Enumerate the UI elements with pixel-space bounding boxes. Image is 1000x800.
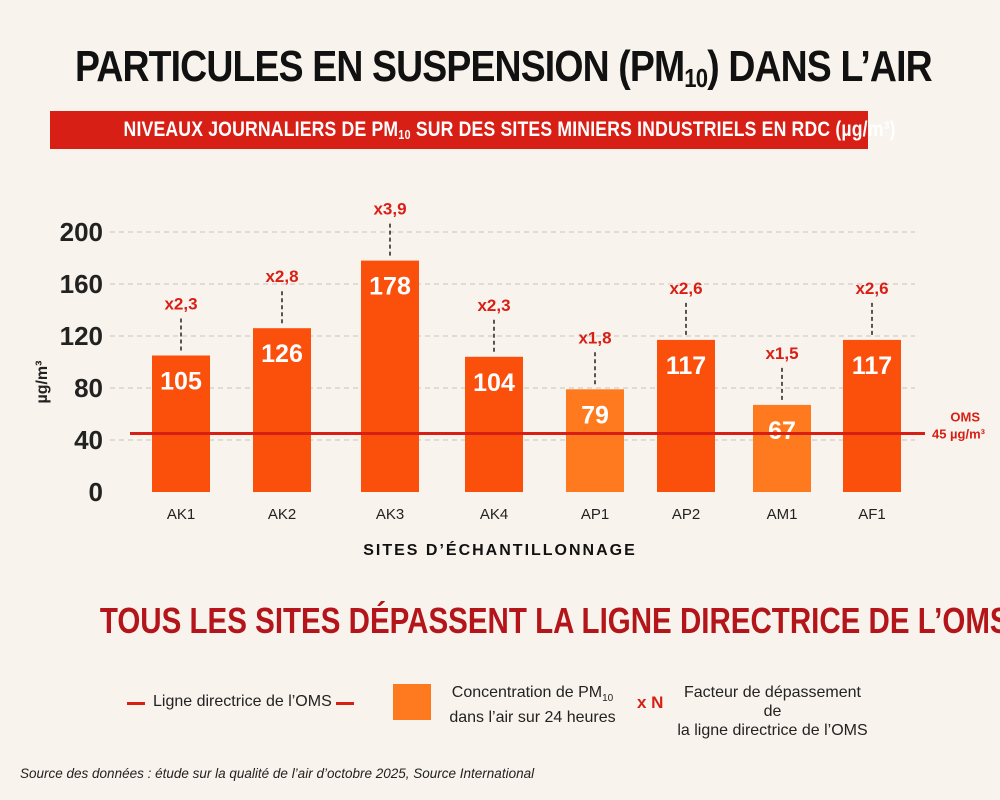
legend: Ligne directrice de l’OMS Concentration … <box>0 680 1000 739</box>
bar <box>152 355 210 492</box>
x-tick-label: AP2 <box>672 506 700 523</box>
bar-value-label: 67 <box>768 417 796 445</box>
bar-value-label: 105 <box>160 368 202 396</box>
x-axis-label: SITES D’ÉCHANTILLONNAGE <box>363 540 637 559</box>
chart-title: PARTICULES EN SUSPENSION (PM10) DANS L’A… <box>75 42 933 93</box>
bar <box>465 356 523 492</box>
bar-value-label: 117 <box>852 352 892 380</box>
headline: TOUS LES SITES DÉPASSENT LA LIGNE DIRECT… <box>99 600 1000 641</box>
y-tick-label: 0 <box>89 477 103 507</box>
subtitle-band <box>50 111 868 149</box>
x-tick-label: AK1 <box>167 506 195 523</box>
factor-label: x3,9 <box>373 200 406 219</box>
bar-value-label: 79 <box>581 401 609 429</box>
bar <box>566 389 624 492</box>
oms-guideline-value: 45 µg/m³ <box>932 427 986 442</box>
legend-bar-label: Concentration de PM10 dans l’air sur 24 … <box>449 684 616 727</box>
chart-subtitle: NIVEAUX JOURNALIERS DE PM10 SUR DES SITE… <box>123 118 896 142</box>
bar <box>753 404 811 492</box>
oms-guideline-label: OMS <box>950 410 980 425</box>
bar-chart: 0 40 80 120 160 200 µg/m³ x2,3 105 AK1 x2,8 126 AK2 x… <box>34 200 986 559</box>
legend-factor-symbol: x N <box>637 693 664 712</box>
y-tick-label: 160 <box>60 269 103 299</box>
x-tick-label: AP1 <box>581 506 609 523</box>
y-tick-label: 120 <box>60 321 103 351</box>
legend-bar-swatch <box>393 684 431 720</box>
factor-label: x2,6 <box>669 279 702 298</box>
bar <box>253 328 311 492</box>
y-tick-label: 40 <box>74 425 103 455</box>
bar-value-label: 126 <box>261 340 303 368</box>
y-tick-label: 80 <box>74 373 103 403</box>
bar <box>843 339 901 492</box>
factor-label: x2,6 <box>855 279 888 298</box>
x-tick-label: AF1 <box>858 506 886 523</box>
legend-guideline-line-left <box>127 702 145 705</box>
bar-value-label: 104 <box>473 369 515 397</box>
y-axis-label: µg/m³ <box>34 361 51 404</box>
y-tick-label: 200 <box>60 217 103 247</box>
factor-label: x2,8 <box>265 267 298 286</box>
factor-label: x1,5 <box>765 344 798 363</box>
bar <box>361 260 419 492</box>
bar-value-label: 178 <box>369 273 411 301</box>
bar <box>657 339 715 492</box>
x-tick-label: AK2 <box>268 506 296 523</box>
factor-label: x2,3 <box>164 295 197 314</box>
legend-factor-label: Facteur de dépassement de la ligne direc… <box>677 684 868 739</box>
factor-label: x1,8 <box>578 328 611 347</box>
source-note: Source des données : étude sur la qualit… <box>20 766 535 781</box>
x-tick-label: AM1 <box>767 506 798 523</box>
legend-guideline-label: Ligne directrice de l’OMS <box>153 693 332 710</box>
factor-label: x2,3 <box>477 296 510 315</box>
bar-value-label: 117 <box>666 352 706 380</box>
x-tick-label: AK3 <box>376 506 404 523</box>
x-tick-label: AK4 <box>480 506 508 523</box>
legend-guideline-line-right <box>336 702 354 705</box>
